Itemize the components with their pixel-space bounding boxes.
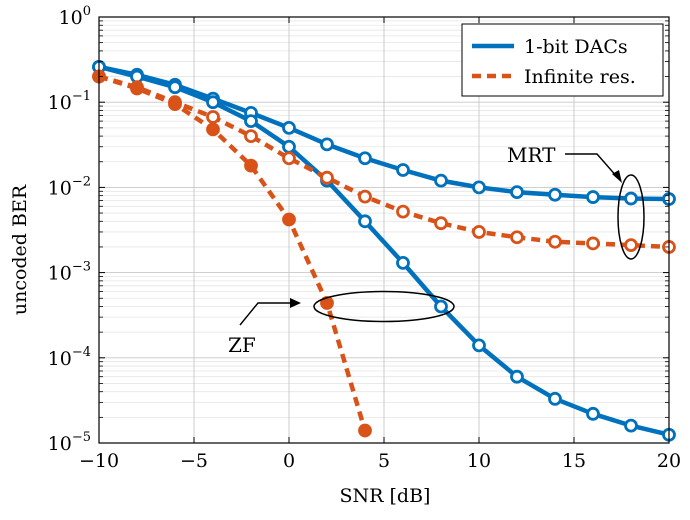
y-tick-label: 10−5 [48,430,91,455]
data-point-zf-1bit [434,299,448,314]
data-point-zf-1bit [548,391,562,406]
data-point-mrt-inf [434,216,448,231]
x-axis-label: SNR [dB] [340,485,431,507]
y-tick-label: 10−3 [48,260,91,285]
mrt-label: MRT [507,143,556,167]
mrt-arrowhead [612,170,622,183]
mrt-arrow [565,153,619,179]
data-point-zf-1bit [168,80,182,95]
zf-arrow [239,302,296,326]
data-point-mrt-1bit [472,180,486,195]
zf-arrowhead [290,298,301,308]
data-point-mrt-1bit [510,185,524,200]
data-point-zf-1bit [358,214,372,229]
data-point-mrt-inf [586,236,600,251]
zf-label: ZF [228,333,256,357]
mrt-ellipse [617,174,645,260]
y-tick-label: 10−2 [48,174,91,199]
x-tick-label: 0 [283,450,295,472]
data-point-mrt-inf [510,230,524,245]
data-point-mrt-1bit [358,151,372,166]
x-tick-label: −5 [180,450,208,472]
y-tick-label: 10−4 [48,345,91,370]
series-line-mrt-1bit [98,64,670,202]
data-point-mrt-1bit [282,120,296,135]
x-tick-label: 10 [467,450,491,472]
data-point-mrt-1bit [434,173,448,188]
data-point-zf-1bit [396,255,410,270]
data-point-mrt-inf [206,110,220,124]
x-tick-label: 20 [657,450,681,472]
data-point-zf-inf [168,97,182,111]
data-point-mrt-inf [548,234,562,249]
data-point-zf-inf [244,158,258,173]
plot-frame [98,16,670,444]
data-point-zf-inf [206,122,220,137]
series-line-zf-inf [98,74,368,432]
zf-ellipse [313,290,455,323]
data-point-mrt-1bit [586,190,600,204]
data-point-mrt-1bit [548,187,562,202]
data-point-mrt-1bit [320,137,334,152]
y-tick-label: 10−1 [48,89,91,114]
x-tick-label: 15 [562,450,586,472]
data-point-mrt-1bit [624,191,638,206]
data-point-zf-1bit [586,406,600,421]
data-point-zf-inf [130,81,144,96]
legend-label: 1-bit DACs [524,36,628,58]
data-point-zf-1bit [244,114,258,129]
data-point-mrt-inf [244,129,258,144]
series-line-zf-1bit [98,64,670,437]
data-point-zf-inf [282,212,296,227]
data-point-zf-1bit [282,139,296,154]
data-point-mrt-inf [358,189,372,204]
data-point-mrt-1bit [396,163,410,177]
data-point-mrt-inf [282,151,296,166]
data-point-mrt-inf [396,204,410,219]
series-layer [92,59,676,442]
x-tick-label: 5 [378,450,390,472]
data-point-zf-inf [358,423,372,438]
data-point-zf-1bit [472,338,486,353]
legend: 1-bit DACs Infinite res. [461,23,664,97]
data-point-zf-1bit [206,95,220,110]
data-point-mrt-inf [320,170,334,185]
axes [98,16,670,444]
legend-box [461,23,664,97]
legend-label: Infinite res. [524,66,636,88]
x-tick-label: −10 [79,450,119,472]
y-tick-label: 100 [59,4,91,29]
annotations: MRT ZF [228,143,645,357]
data-point-zf-1bit [510,369,524,384]
data-point-mrt-inf [624,238,638,253]
data-point-mrt-inf [472,225,486,239]
y-axis-label: uncoded BER [9,184,31,315]
data-point-zf-1bit [624,418,638,433]
tick-labels: −10 −5 0 5 10 15 20 100 10−1 10−2 10−3 10−4 10−5 [48,4,681,472]
